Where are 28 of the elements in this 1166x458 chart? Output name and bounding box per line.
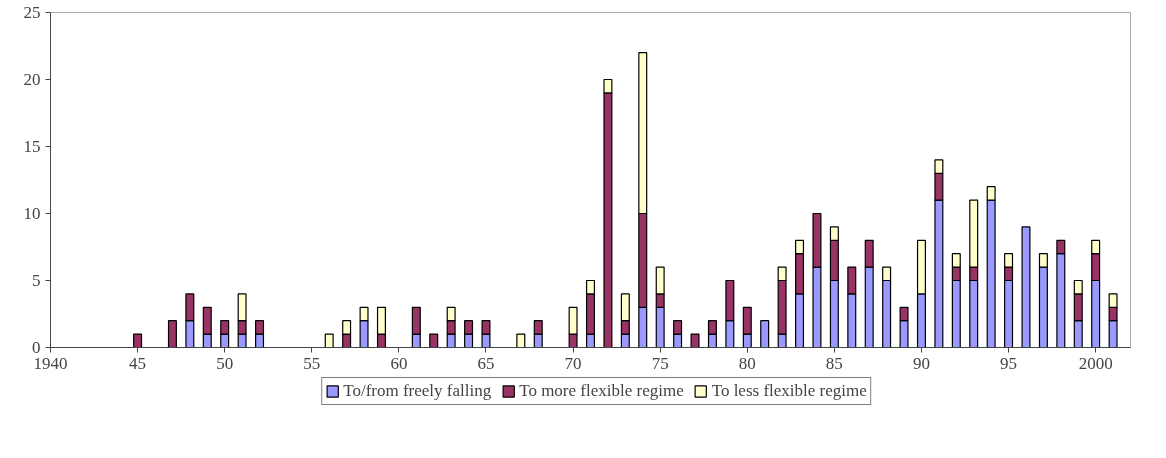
bar (133, 333, 143, 348)
bar (516, 333, 526, 348)
x-tick-label: 95 (1000, 353, 1018, 373)
bar (429, 333, 439, 348)
legend-label: To less flexible regime (711, 381, 867, 401)
x-tick-label: 60 (390, 353, 408, 373)
bar (324, 333, 334, 348)
y-tick-label: 20 (23, 70, 41, 89)
bar (690, 333, 700, 348)
bar (1021, 226, 1031, 348)
x-tick-label: 75 (651, 353, 669, 373)
bar (167, 320, 177, 348)
x-tick-label: 70 (564, 353, 582, 373)
bar (760, 320, 770, 348)
x-tick-label: 45 (129, 353, 147, 373)
x-tick-label: 90 (912, 353, 930, 373)
y-tick-label: 5 (32, 271, 41, 290)
y-tick-label: 15 (23, 137, 41, 156)
y-tick-label: 25 (23, 3, 41, 22)
x-tick-label: 55 (303, 353, 321, 373)
legend-label: To more flexible regime (519, 381, 684, 401)
y-tick-label: 10 (23, 204, 41, 223)
x-tick-label: 85 (825, 353, 843, 373)
x-tick-label: 80 (738, 353, 756, 373)
x-tick-label: 50 (216, 353, 234, 373)
legend-label: To/from freely falling (343, 381, 492, 401)
x-tick-label: 65 (477, 353, 495, 373)
x-tick-label: 2000 (1078, 353, 1113, 373)
